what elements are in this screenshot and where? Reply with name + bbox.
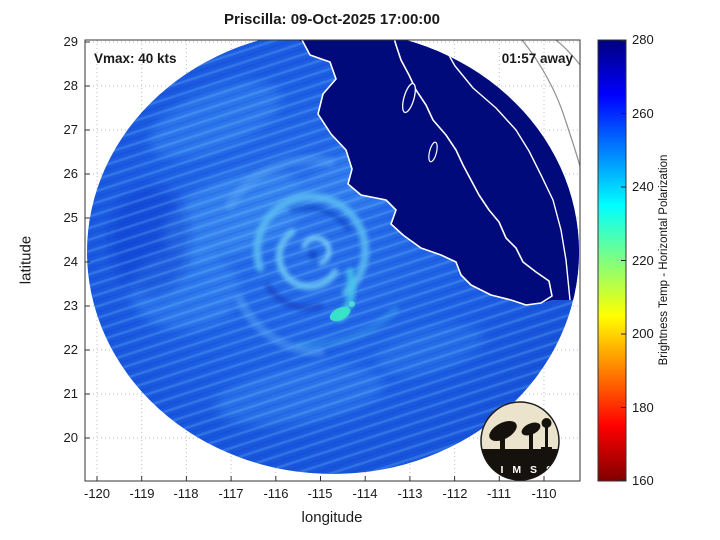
axes-box (84, 39, 581, 482)
x-tick-label: -115 (307, 486, 333, 501)
colorbar-tick-label: 200 (632, 326, 654, 341)
y-tick-label: 25 (63, 210, 78, 225)
cimss-logo: C I M S S (480, 401, 560, 481)
colorbar-tick-label: 160 (632, 473, 654, 488)
convective-bright-spot (329, 306, 351, 322)
gulf-island (428, 141, 438, 163)
y-axis-label: latitude (17, 235, 35, 285)
colorbar-tick-label: 220 (632, 253, 654, 268)
y-tick-label: 20 (63, 430, 78, 445)
colorbar-label: Brightness Temp - Horizontal Polarizatio… (658, 154, 670, 366)
colorbar-tick-label: 180 (632, 400, 654, 415)
x-tick-label: -114 (352, 486, 378, 501)
colorbar-tick-label: 280 (632, 32, 654, 47)
x-tick-label: -112 (442, 486, 468, 501)
x-tick-label: -110 (531, 486, 557, 501)
eta-annotation: 01:57 away (501, 51, 573, 66)
x-tick-label: -119 (129, 486, 155, 501)
y-tick-label: 23 (63, 298, 78, 313)
x-tick-label: -111 (486, 486, 512, 501)
coastline-outside-swath (521, 40, 580, 169)
cimss-wordmark: C I M S S (484, 464, 556, 476)
colorbar-tick-label: 240 (632, 179, 654, 194)
x-tick-label: -113 (397, 486, 423, 501)
coastline-baja (301, 40, 571, 306)
plot-title: Priscilla: 09-Oct-2025 17:00:00 (224, 11, 440, 28)
y-tick-label: 26 (63, 166, 78, 181)
y-tick-label: 28 (63, 78, 78, 93)
x-tick-label: -118 (173, 486, 199, 501)
y-tick-label: 22 (63, 342, 78, 357)
axis-tick-marks (85, 41, 545, 481)
x-tick-label: -116 (263, 486, 289, 501)
vmax-annotation: Vmax: 40 kts (94, 51, 177, 66)
x-tick-label: -117 (218, 486, 244, 501)
y-tick-label: 29 (63, 34, 78, 49)
x-tick-label: -120 (83, 486, 111, 501)
colorbar-tick-marks (621, 40, 626, 481)
hurricane-spiral (225, 155, 399, 357)
x-axis-label: longitude (301, 509, 363, 526)
water-tower-icon (545, 426, 548, 451)
colorbar (597, 39, 627, 482)
coastline-mainland (437, 40, 571, 301)
satellite-dish-icon (489, 421, 517, 441)
y-tick-label: 24 (63, 254, 78, 269)
gulf-island (402, 82, 416, 114)
satellite-dish-icon (521, 422, 541, 436)
colorbar-tick-label: 260 (632, 106, 654, 121)
y-tick-label: 21 (63, 386, 78, 401)
y-tick-label: 27 (63, 122, 78, 137)
